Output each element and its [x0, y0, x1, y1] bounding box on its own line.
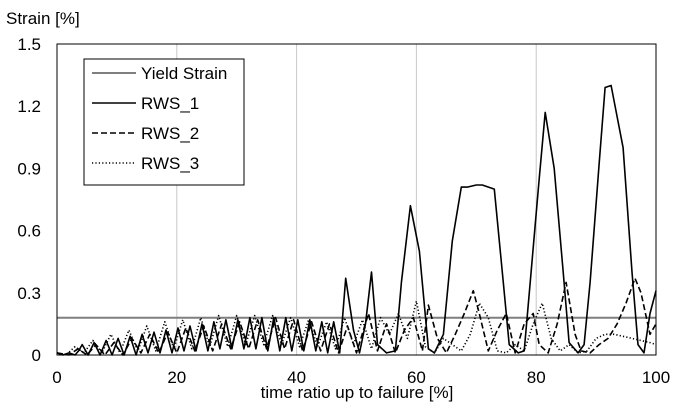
series-layer [56, 84, 657, 356]
tick-layer: 0 20 40 60 80 100 0 0.3 0.6 0.9 1.2 1.5 [17, 35, 670, 387]
x-axis-title: time ratio up to failure [%] [261, 383, 454, 402]
x-tick-label: 40 [287, 368, 306, 387]
x-tick-label: 20 [167, 368, 186, 387]
y-tick-label: 0.9 [17, 159, 41, 178]
y-tick-label: 0 [32, 346, 41, 365]
y-tick-label: 0.6 [17, 222, 41, 241]
series-line-rws-2 [56, 277, 657, 356]
x-tick-label: 100 [642, 368, 670, 387]
legend: Yield Strain RWS_1 RWS_2 RWS_3 [83, 58, 245, 186]
y-axis-title: Strain [%] [6, 9, 80, 28]
x-tick-label: 80 [527, 368, 546, 387]
x-tick-label: 60 [407, 368, 426, 387]
plot-frame [56, 43, 657, 356]
grid-layer [176, 44, 537, 355]
legend-label: RWS_1 [141, 94, 199, 113]
legend-box [83, 58, 245, 186]
y-tick-label: 0.3 [17, 284, 41, 303]
legend-label: RWS_2 [141, 124, 199, 143]
y-tick-label: 1.2 [17, 97, 41, 116]
y-tick-label: 1.5 [17, 35, 41, 54]
x-tick-label: 0 [52, 368, 61, 387]
legend-label: Yield Strain [141, 64, 227, 83]
legend-label: RWS_3 [141, 154, 199, 173]
